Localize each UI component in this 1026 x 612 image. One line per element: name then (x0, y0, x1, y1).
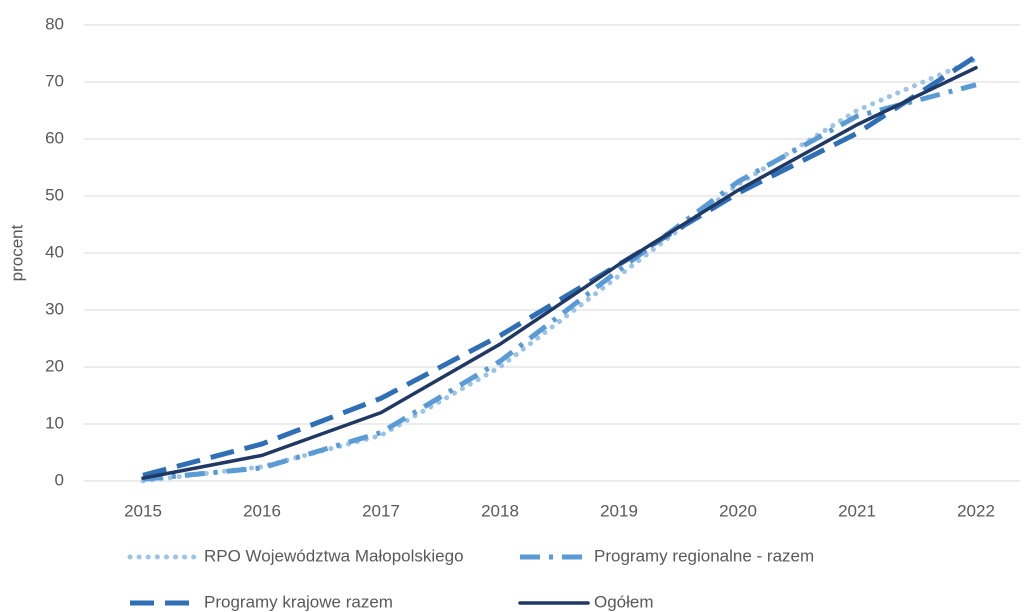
legend-label: Programy krajowe razem (204, 592, 393, 611)
series-line (142, 82, 977, 482)
y-tick-label: 50 (45, 185, 64, 204)
y-tick-label: 70 (45, 71, 64, 90)
y-tick-label: 60 (45, 128, 64, 147)
y-axis-label: procent (7, 224, 26, 281)
y-tick-label: 20 (45, 356, 64, 375)
series-line (140, 56, 979, 484)
y-tick-label: 80 (45, 14, 64, 33)
x-tick-label: 2015 (124, 501, 162, 520)
x-tick-label: 2019 (600, 501, 638, 520)
legend-label: Ogółem (594, 592, 654, 611)
x-tick-label: 2016 (243, 501, 281, 520)
y-tick-label: 0 (55, 470, 64, 489)
x-tick-label: 2022 (957, 501, 995, 520)
series-line (142, 54, 978, 478)
y-tick-label: 40 (45, 242, 64, 261)
y-tick-label: 10 (45, 413, 64, 432)
y-tick-label: 30 (45, 299, 64, 318)
x-tick-label: 2017 (362, 501, 400, 520)
x-tick-label: 2021 (838, 501, 876, 520)
x-tick-label: 2018 (481, 501, 519, 520)
x-tick-label: 2020 (719, 501, 757, 520)
series-line (141, 66, 978, 480)
legend-label: Programy regionalne - razem (594, 546, 814, 565)
legend-label: RPO Województwa Małopolskiego (204, 546, 464, 565)
